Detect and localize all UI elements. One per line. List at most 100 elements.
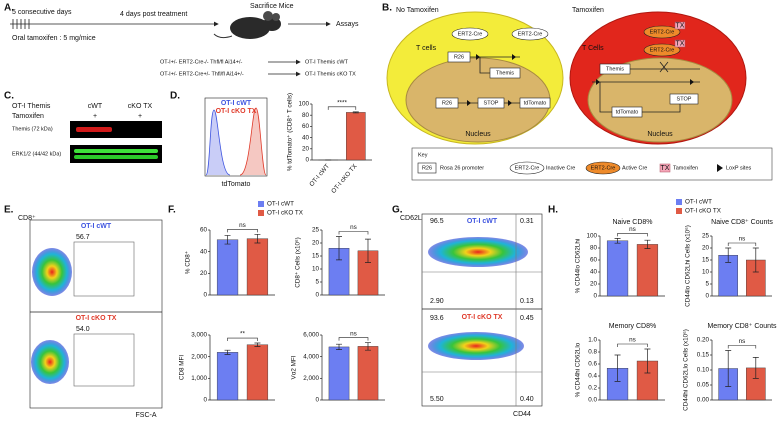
significance-bracket <box>617 343 648 347</box>
text: cWT <box>88 103 103 110</box>
chart-title: Memory CD8⁺ Counts <box>707 323 777 330</box>
y-tick-label: 0 <box>315 292 319 299</box>
key-icon <box>585 161 621 175</box>
y-tick-label: 4,000 <box>303 353 319 360</box>
y-tick-label: 1,000 <box>191 375 207 382</box>
y-tick-label: 3,000 <box>191 332 207 339</box>
plot-frame <box>29 219 163 409</box>
y-tick-label: 60 <box>200 227 208 234</box>
genotype: OT-I+/- ERT2-Cre-/- Thfl/fl Ai14+/- <box>160 59 242 65</box>
chart-title: Naive CD8% <box>612 219 652 226</box>
y-tick-label: 10 <box>702 269 710 276</box>
text: 5 consecutive days <box>12 9 72 16</box>
tx-badge <box>674 39 686 48</box>
significance-bracket <box>617 233 648 237</box>
nucleus <box>587 57 733 143</box>
y-axis-label: % CD44lo CD62Lhi <box>575 239 582 294</box>
plot-frame <box>421 213 543 407</box>
y-tick-label: 2,000 <box>191 353 207 360</box>
significance-label: ns <box>629 337 636 344</box>
significance-label: ns <box>350 330 357 337</box>
y-tick-label: 40 <box>590 269 598 276</box>
legend-text: OT-I cWT <box>221 100 252 107</box>
axis-label: CD62L <box>400 215 422 222</box>
error-bar <box>224 349 231 355</box>
panel-e: E. CD8⁺ OT-I cWT 56.7 OT-I cKO TX 54.0 F… <box>4 205 163 419</box>
text: T cells <box>416 45 437 52</box>
y-tick-label: 0.8 <box>588 349 597 356</box>
axis-label: CD8⁺ <box>18 215 36 222</box>
y-tick-label: 0.6 <box>588 361 597 368</box>
text: Tamoxifen <box>12 113 44 120</box>
text: TX <box>676 22 685 29</box>
text: Key <box>418 152 428 158</box>
y-tick-label: 5 <box>315 279 319 286</box>
y-axis-label: % tdTomato⁺ (CD8⁺ T cells) <box>287 93 294 171</box>
error-bar <box>725 247 732 263</box>
cre-icon <box>511 27 549 41</box>
legend-text: OT-I cKO TX <box>216 108 257 115</box>
quadrant-value: 5.50 <box>430 396 444 403</box>
histogram-curve <box>205 109 231 176</box>
error-bar <box>364 238 371 263</box>
panel-label: F. <box>168 205 176 216</box>
connector <box>630 61 700 73</box>
y-tick-label: 2,000 <box>303 375 319 382</box>
text: ERT2-Cre <box>458 31 483 37</box>
y-tick-label: 0.00 <box>697 397 710 404</box>
y-tick-label: 0.10 <box>697 367 710 374</box>
panel-label: G. <box>392 205 403 216</box>
y-tick-label: 40 <box>200 248 208 255</box>
y-tick-label: 80 <box>302 112 310 119</box>
y-tick-label: 25 <box>702 233 710 240</box>
text: R26 <box>442 100 452 106</box>
connector <box>592 81 700 113</box>
band <box>76 127 112 132</box>
y-tick-label: 25 <box>312 227 320 234</box>
y-tick-label: 0.05 <box>697 382 710 389</box>
text: ERT2-Cre <box>515 165 540 171</box>
text: STOP <box>484 100 499 106</box>
gene-box <box>669 93 699 105</box>
error-bar <box>752 357 759 379</box>
panel-label: B. <box>382 3 392 14</box>
panel-h: H. <box>548 205 558 216</box>
quadrant-value: 0.13 <box>520 298 534 305</box>
error-bar <box>336 343 343 350</box>
legend-swatch <box>258 210 264 216</box>
error-bar <box>752 247 759 273</box>
error-bar <box>614 354 621 382</box>
y-tick-label: 40 <box>302 134 310 141</box>
y-tick-label: 0 <box>203 292 207 299</box>
text: R26 <box>454 54 464 60</box>
significance-bracket <box>727 242 757 246</box>
mouse-icon <box>213 11 281 39</box>
bar <box>328 346 350 401</box>
significance-label: ns <box>739 338 746 345</box>
histogram-curve <box>239 107 267 176</box>
y-tick-label: 0.2 <box>588 385 597 392</box>
y-tick-label: 100 <box>298 101 309 108</box>
quadrant-value: 93.6 <box>430 315 444 322</box>
text: + <box>138 113 142 120</box>
text: TX <box>676 40 685 47</box>
y-tick-label: 15 <box>312 253 320 260</box>
text: STOP <box>677 96 692 102</box>
text: Active Cre <box>622 165 647 171</box>
text: Nucleus <box>465 131 491 138</box>
text: Inactive Cre <box>546 165 575 171</box>
legend-label: OT-I cWT <box>267 201 294 208</box>
panel-c: C. OT-I Themis cWT cKO TX Tamoxifen + + … <box>4 91 162 163</box>
gene-box <box>519 97 551 109</box>
y-tick-label: 0.0 <box>588 397 597 404</box>
key-icon <box>509 161 545 175</box>
y-tick-label: 0 <box>315 397 319 404</box>
y-tick-label: 1.0 <box>588 337 597 344</box>
chart-title: Memory CD8% <box>609 323 656 330</box>
y-tick-label: 10 <box>312 266 320 273</box>
bar <box>606 240 629 297</box>
panel-label: A. <box>4 3 14 14</box>
panel-g: G. CD62L OT-I cWT 96.5 0.31 2.90 0.13 OT… <box>392 205 543 418</box>
text: ERT2-Cre <box>518 31 543 37</box>
y-axis-label: CD44lo CD62Lhi Cells (x10⁶) <box>685 225 692 307</box>
